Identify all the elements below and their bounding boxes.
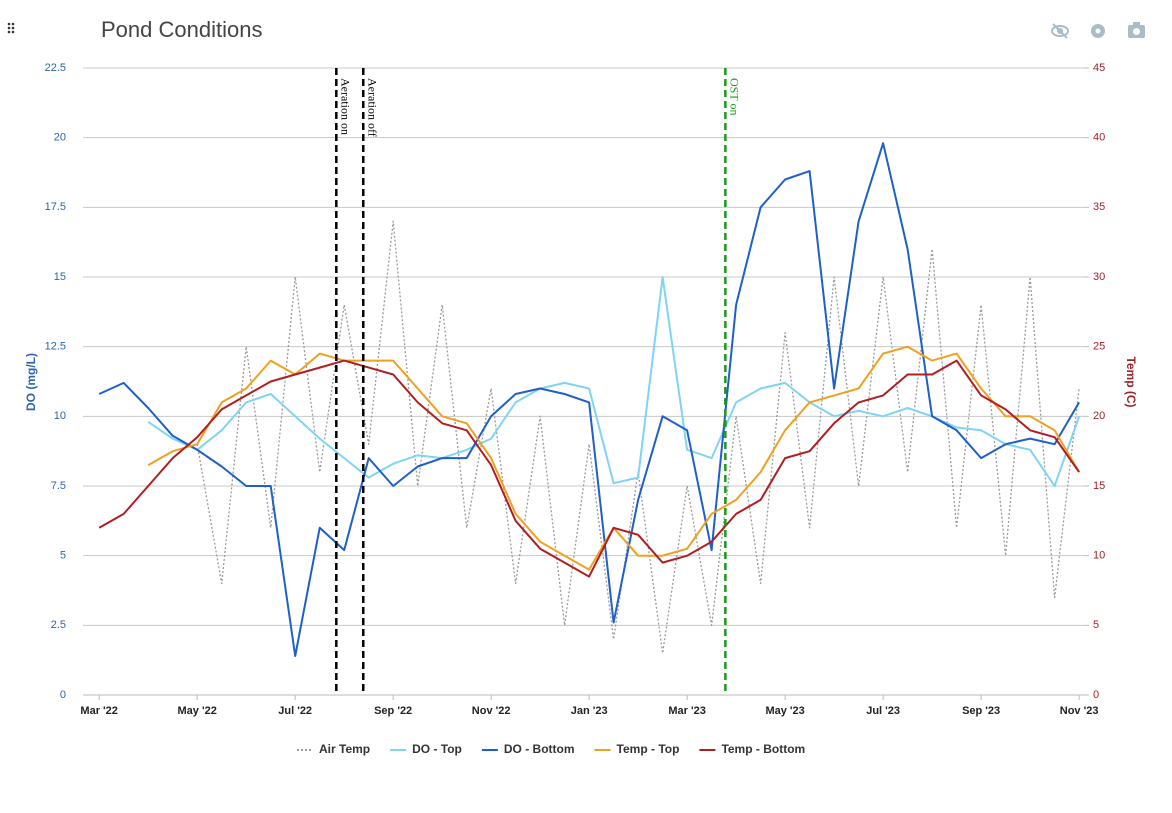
chart-title: Pond Conditions — [101, 17, 262, 42]
x-tick-label: Nov '23 — [1060, 705, 1099, 717]
legend-label: DO - Bottom — [504, 742, 575, 756]
x-tick-label: Mar '23 — [668, 705, 705, 717]
x-tick-label: Nov '22 — [472, 705, 511, 717]
y2-axis-label: Temp (C) — [1124, 356, 1138, 407]
x-tick-label: Jan '23 — [571, 705, 608, 717]
annotation-label: Aeration on — [339, 78, 353, 135]
camera-icon[interactable] — [1128, 22, 1145, 38]
drag-handle[interactable] — [7, 22, 15, 34]
annotation-label: Aeration off — [366, 78, 380, 137]
series-line — [98, 359, 1080, 578]
y-tick-label: 15 — [54, 271, 66, 283]
legend: Air Temp DO - Top DO - Bottom Temp - Top Tem… — [297, 742, 805, 756]
y2-tick-label: 20 — [1093, 410, 1105, 422]
y-tick-label: 0 — [60, 689, 66, 701]
y2-tick-label: 35 — [1093, 201, 1105, 213]
y-tick-label: 7.5 — [51, 480, 66, 492]
x-tick-label: Jul '23 — [866, 705, 900, 717]
y2-tick-label: 15 — [1093, 480, 1105, 492]
y-tick-label: 12.5 — [45, 341, 66, 353]
legend-label: Air Temp — [319, 742, 370, 756]
y2-tick-label: 5 — [1093, 619, 1099, 631]
x-tick-label: May '22 — [178, 705, 217, 717]
x-tick-label: Sep '22 — [374, 705, 412, 717]
y-axis-label: DO (mg/L) — [24, 353, 38, 411]
series-line — [147, 276, 1081, 487]
y-tick-label: 10 — [54, 410, 66, 422]
y2-tick-label: 45 — [1093, 62, 1105, 74]
y-tick-label: 17.5 — [45, 201, 66, 213]
y-tick-label: 20 — [54, 132, 66, 144]
x-tick-label: Sep '23 — [962, 705, 1000, 717]
y2-tick-label: 30 — [1093, 271, 1105, 283]
y-tick-label: 22.5 — [45, 62, 66, 74]
x-tick-label: May '23 — [765, 705, 804, 717]
y-tick-label: 2.5 — [51, 619, 66, 631]
y2-tick-label: 25 — [1093, 341, 1105, 353]
y2-tick-label: 0 — [1093, 689, 1099, 701]
annotation-label: OST on — [728, 78, 742, 115]
legend-label: DO - Top — [412, 742, 462, 756]
legend-label: Temp - Top — [617, 742, 680, 756]
y2-tick-label: 10 — [1093, 550, 1105, 562]
series-line — [196, 220, 1080, 654]
y-tick-label: 5 — [60, 550, 66, 562]
y2-tick-label: 40 — [1093, 132, 1105, 144]
x-tick-label: Jul '22 — [278, 705, 312, 717]
series-line — [98, 142, 1080, 657]
legend-label: Temp - Bottom — [721, 742, 805, 756]
hide-icon[interactable] — [1051, 23, 1069, 39]
series-line — [147, 345, 1080, 571]
settings-icon[interactable] — [1091, 24, 1105, 38]
x-tick-label: Mar '22 — [80, 705, 117, 717]
